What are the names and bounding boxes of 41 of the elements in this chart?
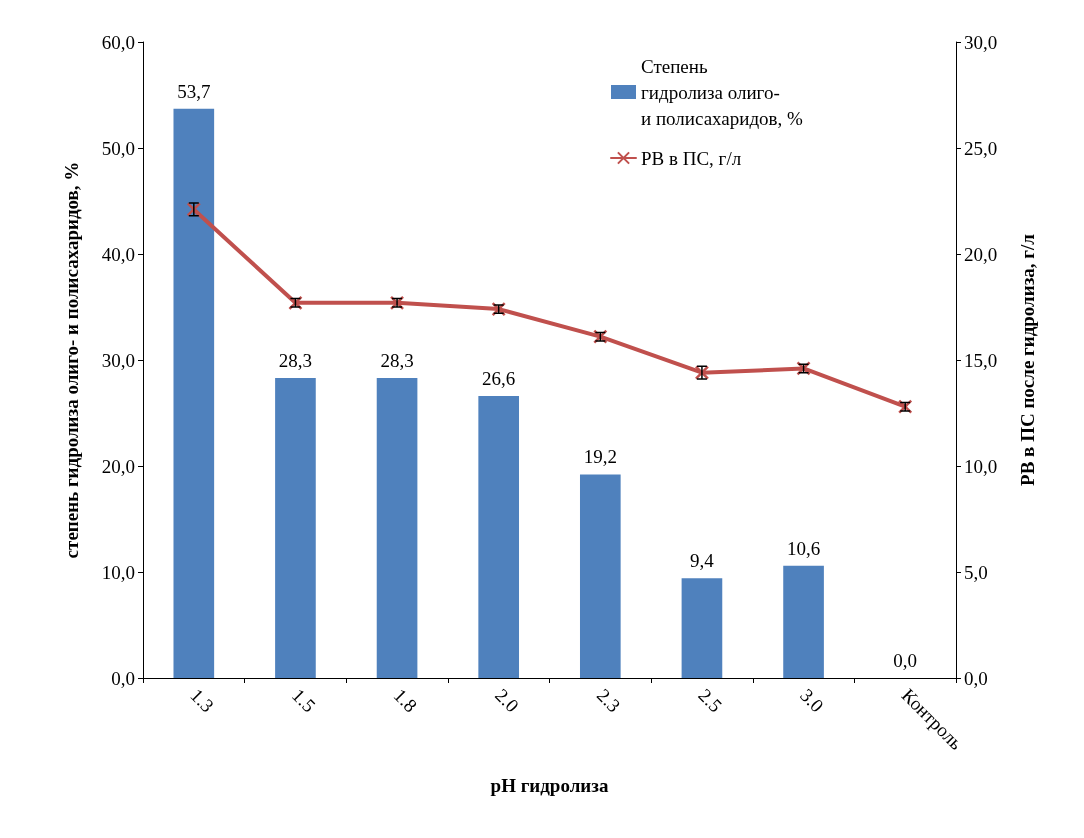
data-label: 28,3	[380, 350, 414, 372]
y2-tick-label: 10,0	[964, 455, 998, 477]
bar	[478, 396, 520, 678]
y-tick-label: 10,0	[101, 561, 135, 583]
bar	[783, 565, 824, 678]
x-axis-title: pH гидролиза	[490, 775, 609, 796]
y-tick-label: 50,0	[101, 137, 135, 159]
y2-axis-title: РВ в ПС после гидролиза, г/л	[1017, 233, 1038, 486]
bar	[275, 378, 316, 678]
y-axis-title: степень гидролиза олиго- и полисахаридов, %	[61, 161, 82, 559]
data-label: 19,2	[583, 446, 617, 468]
y-tick-label: 0,0	[111, 667, 135, 689]
data-label: 0,0	[893, 650, 918, 671]
x-tick-label: 3.0	[796, 684, 828, 717]
x-tick-label: 2.3	[592, 684, 625, 717]
x-tick-label: 2.5	[694, 684, 727, 717]
y-tick-label: 30,0	[101, 349, 135, 371]
data-label: 26,6	[482, 368, 516, 390]
y2-tick-label: 5,0	[964, 561, 988, 583]
y2-tick-label: 0,0	[964, 667, 988, 689]
data-label: 53,7	[177, 80, 211, 102]
x-tick-label: 2.0	[491, 684, 523, 717]
data-label: 10,6	[786, 537, 821, 559]
legend-label: Степень гидролиза олиго- и полисахаридов, %	[641, 55, 804, 129]
y-tick-label: 20,0	[101, 455, 135, 477]
bar	[376, 378, 418, 678]
y2-tick-label: 20,0	[964, 243, 998, 265]
x-tick-label: 1.3	[186, 684, 219, 717]
y-tick-label: 60,0	[101, 31, 135, 53]
bar	[579, 474, 621, 678]
x-tick-label: 1.8	[389, 684, 422, 717]
x-tick-label: 1.5	[288, 684, 320, 717]
y2-tick-label: 15,0	[964, 349, 998, 371]
data-label: 9,4	[690, 550, 715, 572]
y2-tick-label: 30,0	[964, 31, 998, 53]
y-tick-label: 40,0	[101, 243, 135, 265]
y2-tick-label: 25,0	[964, 137, 998, 159]
legend-label: РВ в ПС, г/л	[641, 147, 742, 169]
data-label: 28,3	[278, 350, 313, 372]
bar	[681, 578, 723, 678]
bar	[173, 108, 215, 678]
